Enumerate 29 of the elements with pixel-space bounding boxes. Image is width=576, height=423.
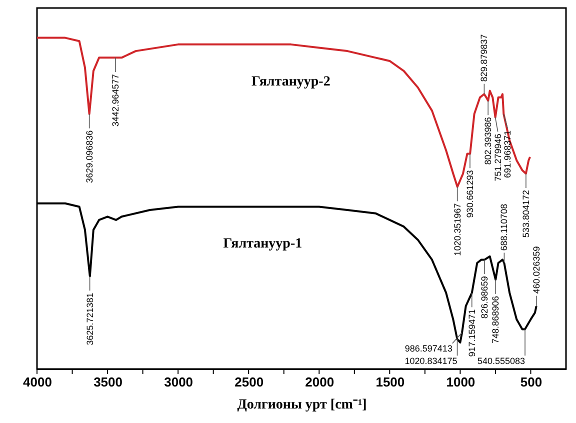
annotation: 691.968371	[502, 130, 513, 178]
annotation: 688.110708	[499, 204, 510, 251]
x-tick-label: 3500	[94, 374, 122, 390]
annotation: 1020.351967	[452, 203, 462, 256]
annotation: 1020.834175	[404, 356, 458, 366]
annotation: 748.868906	[490, 296, 501, 344]
x-tick-label: 2000	[305, 374, 334, 390]
x-axis-title: Долгионы урт [cm⁻¹]	[237, 398, 367, 412]
annotation: 802.393986	[483, 117, 494, 165]
annotation: 3625.721381	[84, 292, 95, 346]
annotation: 826.98659	[480, 276, 490, 319]
annotation: 460.026359	[531, 246, 542, 294]
x-tick-label: 500	[520, 374, 542, 390]
x-tick-label: 1500	[376, 374, 405, 390]
annotation: 930.661293	[464, 170, 475, 218]
annotation: 540.555083	[477, 356, 526, 366]
annotation: 917.159471	[466, 309, 477, 357]
annotation: 829.879837	[479, 34, 490, 82]
series-label: Гялтануур-2	[251, 74, 330, 90]
x-tick-label: 4000	[23, 374, 52, 390]
annotation: 3629.096836	[84, 130, 94, 183]
x-tick-label: 1000	[446, 374, 476, 390]
text: Гялтануур-1	[223, 236, 302, 252]
x-tick-label: 3000	[164, 374, 194, 390]
annotation: 533.804172	[520, 190, 531, 238]
annotation: 751.279946	[492, 134, 503, 182]
x-tick-label: 2500	[234, 374, 264, 390]
annotation: 3442.964577	[110, 74, 121, 127]
annotation: 986.597413	[404, 343, 452, 354]
